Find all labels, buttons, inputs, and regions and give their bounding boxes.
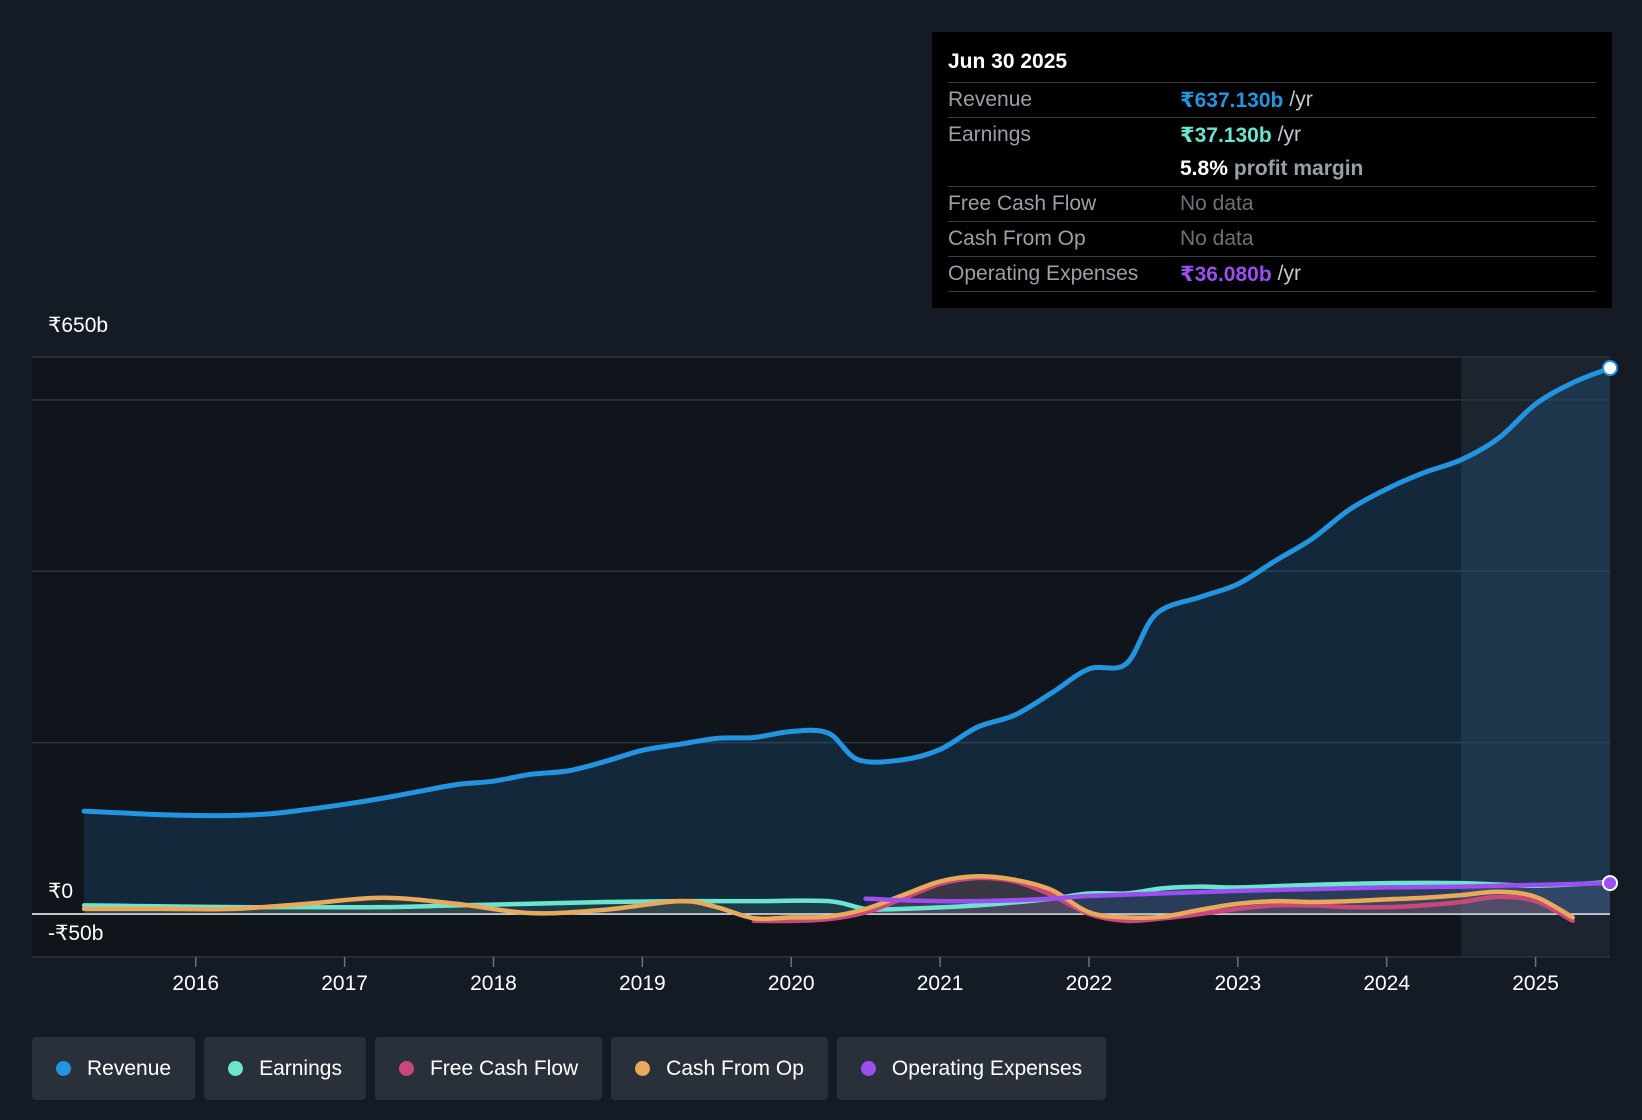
tooltip-row-fcf: Free Cash Flow No data [948,187,1596,222]
x-tick-label: 2020 [768,972,815,995]
line-opex [863,880,1613,904]
tooltip-label: Free Cash Flow [948,192,1097,215]
tooltip-label: Revenue [948,88,1033,111]
legend-label: Operating Expenses [891,1056,1083,1080]
legend-label: Free Cash Flow [429,1056,579,1080]
legend-label: Earnings [259,1056,342,1080]
x-tick-label: 2025 [1512,972,1559,995]
x-tick-label: 2021 [917,972,964,995]
legend-dot-icon [56,1061,71,1076]
tooltip-row-cfo: Cash From Op No data [948,222,1596,257]
tooltip-margin-value: 5.8% [1180,157,1228,180]
tooltip-margin-text: profit margin [1233,157,1364,180]
area-cfo [84,876,1573,919]
x-tick-label: 2022 [1066,972,1113,995]
legend-item-revenue[interactable]: Revenue [32,1037,196,1100]
tooltip-unit: /yr [1277,262,1301,285]
line-revenue [81,365,1613,819]
area-fcf [754,877,1573,921]
x-tick-label: 2018 [470,972,517,995]
x-tick-label: 2017 [321,972,368,995]
y-label-top: ₹650b [48,314,108,337]
area-revenue [84,368,1611,915]
x-tick-label: 2016 [172,972,219,995]
plot-background [32,357,1462,957]
gridlines [32,356,1610,958]
end-marker-revenue [1602,360,1618,377]
legend-item-cfo[interactable]: Cash From Op [611,1037,828,1100]
tooltip-label: Operating Expenses [948,262,1139,285]
end-marker-opex [1602,875,1618,892]
x-tick-label: 2019 [619,972,666,995]
tooltip-value-fcf: No data [1180,192,1254,215]
x-tick-label: 2023 [1214,972,1261,995]
tooltip-value-cfo: No data [1180,227,1254,250]
tooltip-value-earnings: ₹37.130b [1180,123,1272,147]
forecast-band [1461,357,1610,957]
legend-label: Cash From Op [666,1056,804,1080]
legend-dot-icon [860,1061,876,1076]
x-tick-label: 2024 [1363,972,1410,995]
tooltip-label: Earnings [948,123,1031,146]
legend-item-earnings[interactable]: Earnings [204,1037,366,1100]
series-lines [81,365,1613,924]
tooltip-row-earnings: Earnings ₹37.130b /yr [948,118,1596,152]
line-earnings [81,879,1613,912]
legend-item-opex[interactable]: Operating Expenses [836,1037,1107,1100]
line-cfo [81,874,1576,922]
legend-dot-icon [635,1061,651,1076]
end-markers [1602,360,1618,892]
tooltip-unit: /yr [1277,123,1301,146]
tooltip-row-margin: 5.8% profit margin [948,152,1596,187]
legend-dot-icon [228,1061,244,1076]
legend: Revenue Earnings Free Cash Flow Cash Fro… [32,1037,1115,1100]
legend-dot-icon [398,1061,414,1076]
y-label-zero: ₹0 [48,880,73,903]
tooltip-date: Jun 30 2025 [948,46,1596,83]
legend-item-fcf[interactable]: Free Cash Flow [374,1037,603,1100]
tooltip-row-opex: Operating Expenses ₹36.080b /yr [948,257,1596,292]
legend-label: Revenue [87,1056,172,1080]
tooltip-value-revenue: ₹637.130b [1180,88,1284,112]
tooltip-unit: /yr [1289,88,1313,111]
tooltip-panel: Jun 30 2025 Revenue ₹637.130b /yr Earnin… [932,32,1612,308]
tooltip-label: Cash From Op [948,227,1086,250]
tooltip-value-opex: ₹36.080b [1180,262,1272,286]
y-label-bottom: -₹50b [48,922,103,945]
x-axis-ticks: 2016 2017 2018 2019 2020 2021 2022 2023 2024 2025 [172,957,1559,995]
tooltip-row-revenue: Revenue ₹637.130b /yr [948,83,1596,118]
